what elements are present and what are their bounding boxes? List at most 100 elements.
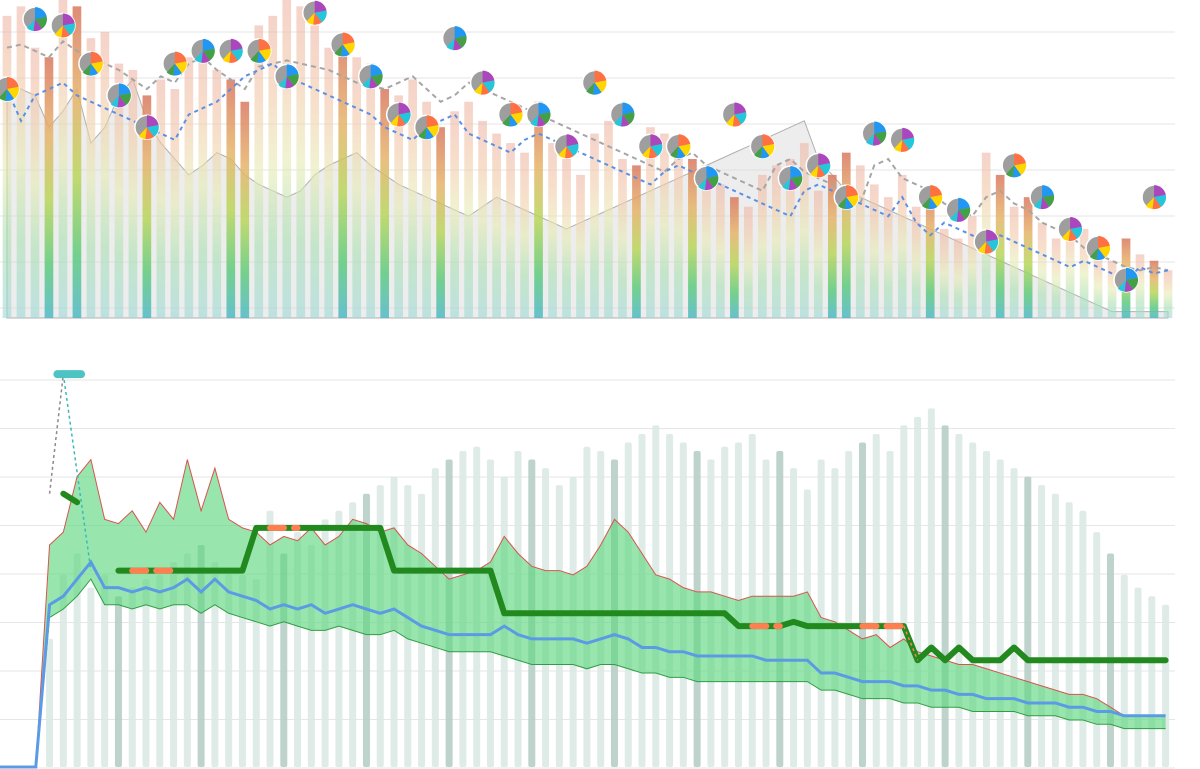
bottom-panel bbox=[0, 370, 1175, 769]
top-bar bbox=[688, 159, 697, 318]
pie-marker bbox=[833, 184, 860, 210]
bottom-column bbox=[1010, 468, 1018, 767]
top-bar bbox=[1037, 222, 1047, 318]
pie-marker bbox=[889, 127, 915, 153]
bottom-column bbox=[872, 433, 880, 767]
top-bar bbox=[1051, 238, 1061, 318]
pie-marker bbox=[301, 0, 328, 26]
top-bar bbox=[785, 159, 795, 318]
top-bar bbox=[1163, 270, 1173, 318]
top-bar bbox=[967, 216, 977, 318]
top-bar bbox=[925, 190, 935, 318]
pie-marker bbox=[162, 50, 188, 77]
top-panel bbox=[0, 0, 1175, 319]
top-bar bbox=[646, 127, 655, 318]
top-bar bbox=[30, 47, 40, 318]
pie-marker bbox=[357, 63, 384, 90]
bottom-median-line bbox=[0, 559, 1166, 769]
pie-marker bbox=[134, 114, 160, 140]
pie-marker bbox=[553, 133, 580, 160]
top-bar bbox=[1009, 206, 1019, 318]
bottom-column bbox=[927, 408, 935, 767]
pie-marker bbox=[385, 101, 412, 128]
top-bar bbox=[562, 159, 571, 318]
bottom-column bbox=[225, 570, 233, 767]
top-bar bbox=[1093, 254, 1103, 318]
top-bar bbox=[2, 15, 12, 319]
top-bar bbox=[100, 31, 110, 319]
top-bar bbox=[436, 127, 445, 318]
band-lower-edge bbox=[22, 578, 1166, 768]
top-bar bbox=[939, 228, 949, 318]
pie-marker bbox=[945, 197, 971, 223]
top-bar bbox=[632, 165, 641, 318]
top-bar bbox=[576, 174, 585, 318]
pie-marker bbox=[693, 165, 720, 191]
top-bar bbox=[156, 79, 166, 318]
top-bar bbox=[702, 165, 711, 318]
bottom-column bbox=[114, 596, 122, 767]
top-bar bbox=[352, 57, 362, 319]
top-bar bbox=[618, 159, 627, 318]
bottom-column bbox=[170, 562, 178, 767]
top-bar bbox=[170, 89, 180, 318]
top-bar bbox=[422, 101, 431, 318]
top-bar bbox=[44, 57, 54, 319]
top-bar bbox=[660, 133, 669, 318]
top-bar bbox=[520, 152, 529, 318]
top-bar bbox=[338, 38, 348, 318]
top-bar bbox=[1107, 260, 1117, 318]
bottom-column bbox=[941, 425, 949, 767]
pie-marker bbox=[0, 76, 20, 102]
pie-marker bbox=[917, 184, 943, 210]
pie-marker bbox=[581, 69, 608, 96]
bottom-column bbox=[886, 451, 894, 767]
bottom-column bbox=[59, 574, 67, 767]
top-bar bbox=[142, 95, 152, 319]
pie-marker bbox=[721, 101, 748, 128]
top-bar bbox=[1135, 254, 1145, 318]
bottom-column bbox=[900, 425, 908, 767]
bottom-column bbox=[1120, 574, 1128, 767]
pie-marker bbox=[274, 63, 300, 90]
top-bar bbox=[310, 25, 320, 318]
top-bar bbox=[883, 197, 893, 318]
top-bar bbox=[1079, 228, 1089, 318]
pie-marker bbox=[525, 101, 552, 128]
top-bar bbox=[744, 206, 753, 318]
top-bar bbox=[114, 63, 124, 318]
top-bar bbox=[995, 174, 1005, 318]
pie-marker bbox=[22, 6, 48, 32]
top-bar bbox=[911, 206, 921, 318]
bottom-column bbox=[831, 468, 839, 767]
top-bar bbox=[827, 174, 837, 318]
top-bar bbox=[408, 79, 417, 318]
top-bar bbox=[464, 101, 473, 318]
top-bar bbox=[394, 95, 403, 319]
spike-grey-dotted bbox=[48, 374, 65, 494]
top-bar bbox=[869, 184, 879, 318]
top-bar bbox=[450, 111, 459, 318]
bottom-column bbox=[955, 433, 963, 767]
top-bar bbox=[72, 6, 82, 319]
pie-marker bbox=[1001, 152, 1027, 179]
top-grey-area bbox=[6, 78, 1169, 319]
pie-marker bbox=[749, 133, 776, 160]
top-grey-dashed-line bbox=[6, 40, 1169, 272]
bottom-column bbox=[46, 638, 54, 767]
top-bar bbox=[268, 15, 278, 319]
pie-marker bbox=[861, 120, 888, 147]
pie-marker bbox=[609, 101, 636, 128]
pie-marker bbox=[190, 38, 216, 64]
bottom-column bbox=[914, 416, 922, 767]
top-bar bbox=[758, 174, 767, 318]
top-bar bbox=[16, 6, 26, 319]
top-bar bbox=[492, 133, 501, 318]
bottom-column bbox=[1134, 587, 1142, 767]
pie-marker bbox=[413, 114, 440, 140]
top-bar bbox=[478, 120, 487, 318]
orange-dotted-connector bbox=[903, 625, 919, 661]
bottom-column bbox=[845, 451, 853, 767]
top-bar bbox=[506, 143, 515, 318]
pie-marker bbox=[469, 69, 496, 96]
